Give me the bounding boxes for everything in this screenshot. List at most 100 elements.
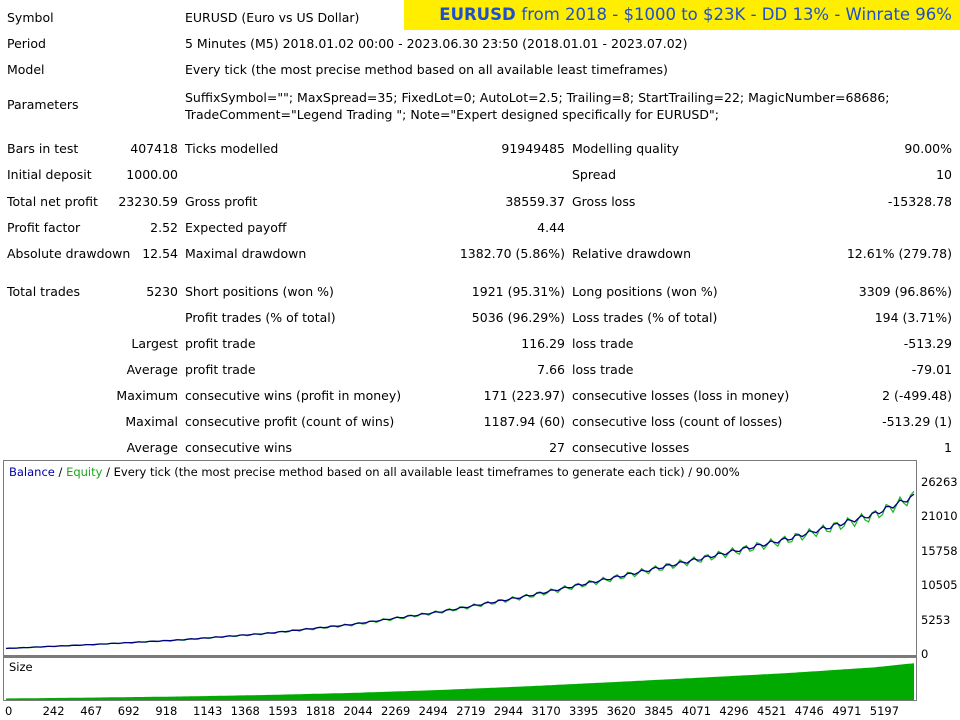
- y-tick-label: 21010: [921, 509, 958, 524]
- long-value: 3309 (96.86%): [858, 284, 952, 299]
- stats-row-winloss: Profit trades (% of total) 5036 (96.29%)…: [0, 307, 960, 329]
- netprofit-label: Total net profit: [7, 194, 98, 209]
- average-loss-value: -79.01: [911, 362, 952, 377]
- largest-profit-label: profit trade: [185, 336, 256, 351]
- max-losses-value: 2 (-499.48): [882, 388, 952, 403]
- stats-row-bars: Bars in test 407418 Ticks modelled 91949…: [0, 138, 960, 160]
- y-tick-label: 0: [921, 647, 929, 661]
- payoff-value: 4.44: [537, 220, 565, 235]
- grossprofit-label: Gross profit: [185, 194, 258, 209]
- pf-label: Profit factor: [7, 220, 81, 235]
- maxdd-label: Maximal drawdown: [185, 246, 307, 261]
- stats-row-maximal: Maximal consecutive profit (count of win…: [0, 411, 960, 433]
- quality-value: 90.00%: [904, 141, 952, 156]
- x-tick-label: 1593: [268, 704, 298, 718]
- x-tick-label: 692: [117, 704, 140, 718]
- x-tick-label: 2044: [343, 704, 373, 718]
- mx-loss-value: -513.29 (1): [882, 414, 952, 429]
- symbol-value: EURUSD (Euro vs US Dollar): [185, 10, 360, 25]
- largest-label: Largest: [131, 336, 178, 351]
- average-profit-value: 7.66: [537, 362, 565, 377]
- short-value: 1921 (95.31%): [471, 284, 565, 299]
- balance-chart-panel: [3, 460, 917, 656]
- x-tick-label: 4296: [719, 704, 749, 718]
- promo-banner: EURUSD from 2018 - $1000 to $23K - DD 13…: [404, 0, 960, 30]
- ticks-value: 91949485: [501, 141, 565, 156]
- netprofit-value: 23230.59: [118, 194, 178, 209]
- x-tick-label: 2494: [418, 704, 448, 718]
- x-tick-label: 2719: [456, 704, 486, 718]
- trades-label: Total trades: [7, 284, 81, 299]
- short-label: Short positions (won %): [185, 284, 334, 299]
- stats-row-average: Average profit trade 7.66 loss trade -79…: [0, 359, 960, 381]
- x-tick-label: 3845: [644, 704, 674, 718]
- stats-row-profit: Total net profit 23230.59 Gross profit 3…: [0, 191, 960, 213]
- bars-label: Bars in test: [7, 141, 79, 156]
- largest-profit-value: 116.29: [521, 336, 565, 351]
- parameters-row: Parameters: [0, 94, 960, 116]
- mx-loss-label: consecutive loss (count of losses): [572, 414, 783, 429]
- grossloss-label: Gross loss: [572, 194, 636, 209]
- bars-value: 407418: [130, 141, 178, 156]
- x-tick-label: 4971: [832, 704, 862, 718]
- deposit-label: Initial deposit: [7, 167, 92, 182]
- model-value: Every tick (the most precise method base…: [185, 62, 668, 77]
- stats-row-deposit: Initial deposit 1000.00 Spread 10: [0, 164, 960, 186]
- x-tick-label: 3170: [531, 704, 561, 718]
- size-label: Size: [9, 660, 33, 674]
- stats-row-trades: Total trades 5230 Short positions (won %…: [0, 281, 960, 303]
- ticks-label: Ticks modelled: [185, 141, 279, 156]
- x-tick-label: 918: [155, 704, 178, 718]
- period-row: Period 5 Minutes (M5) 2018.01.02 00:00 -…: [0, 33, 960, 55]
- y-tick-label: 26263: [921, 475, 958, 489]
- x-tick-label: 2944: [493, 704, 524, 718]
- stats-row-maximum: Maximum consecutive wins (profit in mone…: [0, 385, 960, 407]
- quality-label: Modelling quality: [572, 141, 680, 156]
- x-tick-label: 242: [42, 704, 65, 718]
- x-tick-label: 4071: [681, 704, 712, 718]
- period-label: Period: [7, 36, 46, 51]
- chart-legend: Balance / Equity / Every tick (the most …: [9, 465, 740, 479]
- maximal-label: Maximal: [125, 414, 178, 429]
- trades-value: 5230: [146, 284, 178, 299]
- x-tick-label: 5197: [869, 704, 900, 718]
- x-tick-label: 1143: [193, 704, 223, 718]
- x-tick-label: 3395: [569, 704, 599, 718]
- reldd-value: 12.61% (279.78): [846, 246, 952, 261]
- average-label: Average: [126, 362, 178, 377]
- profittr-label: Profit trades (% of total): [185, 310, 336, 325]
- stats-row-avgcons: Average consecutive wins 27 consecutive …: [0, 437, 960, 459]
- x-tick-label: 3620: [606, 704, 636, 718]
- avg-wins-value: 27: [549, 440, 565, 455]
- profittr-value: 5036 (96.29%): [471, 310, 565, 325]
- payoff-label: Expected payoff: [185, 220, 287, 235]
- equity-line: [5, 490, 915, 650]
- max-losses-label: consecutive losses (loss in money): [572, 388, 790, 403]
- parameters-value: SuffixSymbol=""; MaxSpread=35; FixedLot=…: [185, 90, 890, 122]
- reldd-label: Relative drawdown: [572, 246, 692, 261]
- legend-sep: /: [54, 465, 67, 479]
- period-value: 5 Minutes (M5) 2018.01.02 00:00 - 2023.0…: [185, 36, 688, 51]
- spread-value: 10: [936, 167, 952, 182]
- avg-losses-label: consecutive losses: [572, 440, 690, 455]
- symbol-row: Symbol EURUSD (Euro vs US Dollar): [0, 7, 960, 29]
- grossloss-value: -15328.78: [887, 194, 952, 209]
- losstr-value: 194 (3.71%): [874, 310, 952, 325]
- symbol-label: Symbol: [7, 10, 54, 25]
- largest-loss-label: loss trade: [572, 336, 634, 351]
- average-profit-label: profit trade: [185, 362, 256, 377]
- legend-balance: Balance: [9, 465, 55, 479]
- absdd-value: 12.54: [142, 246, 178, 261]
- x-tick-label: 1368: [230, 704, 260, 718]
- y-tick-label: 5253: [921, 612, 951, 627]
- x-tick-label: 4746: [794, 704, 824, 718]
- pf-value: 2.52: [150, 220, 178, 235]
- legend-rest: / Every tick (the most precise method ba…: [102, 465, 740, 479]
- size-area: [6, 663, 914, 700]
- y-tick-label: 15758: [921, 543, 958, 558]
- x-tick-label: 0: [5, 704, 13, 718]
- y-tick-label: 10505: [921, 578, 958, 593]
- model-row: Model Every tick (the most precise metho…: [0, 59, 960, 81]
- deposit-value: 1000.00: [126, 167, 178, 182]
- avg-losses-value: 1: [944, 440, 952, 455]
